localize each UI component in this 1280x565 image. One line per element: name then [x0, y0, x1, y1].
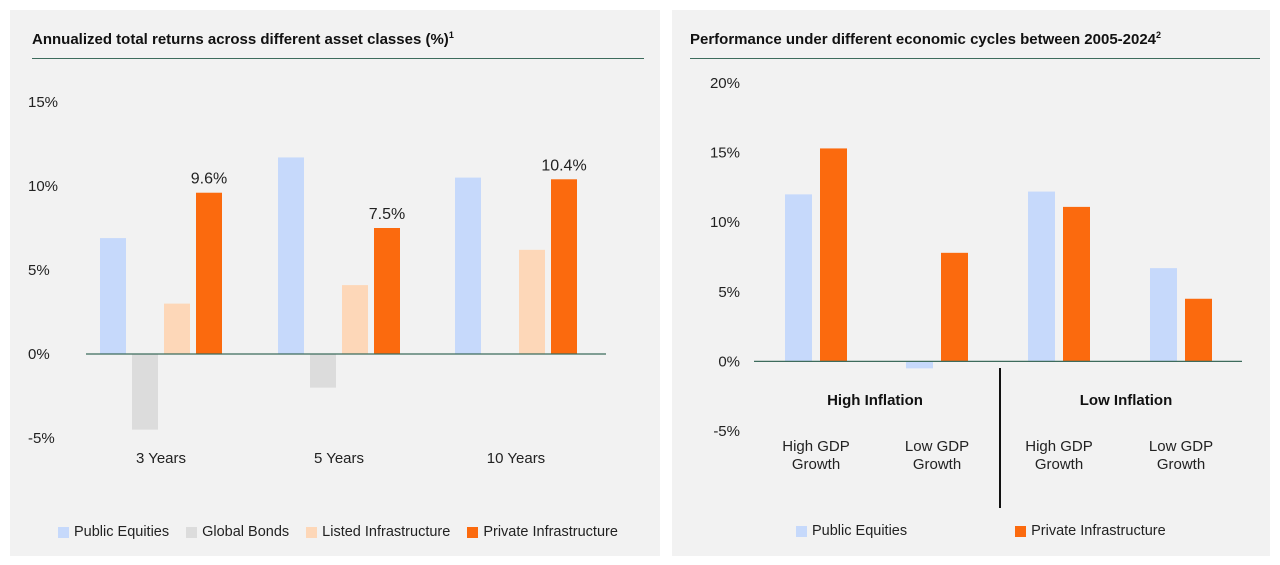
group-label-low-inflation: Low Inflation [1080, 392, 1172, 409]
bar-listed-infrastructure-3-years [164, 303, 190, 354]
legend-label: Public Equities [812, 523, 908, 539]
legend-swatch [186, 526, 198, 538]
category-label: High GDP Growth [782, 438, 850, 473]
legend-label: Private Infrastructure [483, 524, 618, 540]
cycles-chart-title: Performance under different economic cyc… [690, 30, 1162, 48]
bar-listed-infrastructure-5-years [342, 285, 368, 354]
bar-private-infrastructure-5-years [374, 228, 400, 354]
cycles-title-rule [690, 58, 1260, 59]
bar-public-equities-5-years [278, 157, 304, 354]
y-tick-label: 20% [710, 75, 740, 92]
cycles-panel: Performance under different economic cyc… [672, 10, 1270, 556]
bar-listed-infrastructure-10-years [519, 249, 545, 354]
y-tick-label: 15% [28, 94, 58, 111]
data-label: 10.4% [541, 157, 586, 174]
legend-swatch [58, 526, 69, 538]
returns-chart: 15% 10% 5% 0% -5% 9.6% 3 Years 7.5% 5 Years 10.4%… [28, 94, 606, 467]
legend-label: Private Infrastructure [1031, 523, 1166, 539]
category-label: Low GDP Growth [905, 438, 969, 473]
returns-chart-title: Annualized total returns across differen… [32, 30, 454, 48]
cycles-legend: Public Equities Private Infrastructure [796, 523, 1166, 539]
y-tick-label: 5% [718, 284, 740, 301]
legend-swatch [306, 526, 318, 538]
legend-swatch [1015, 525, 1027, 537]
bar-private-infrastructure-3-years [196, 192, 222, 354]
category-label: High GDP Growth [1025, 438, 1093, 473]
category-label: 10 Years [487, 450, 545, 467]
y-tick-label: 10% [28, 178, 58, 195]
legend-swatch [467, 526, 479, 538]
cycles-chart: 20% 15% 10% 5% 0% -5% High GDP Growth Low GDP Gro… [710, 75, 1242, 508]
data-label: 9.6% [191, 171, 227, 188]
y-tick-label: 15% [710, 145, 740, 162]
legend-swatch [796, 525, 807, 537]
category-label: Low GDP Growth [1149, 438, 1213, 473]
returns-legend: Public Equities Global Bonds Listed Infras… [58, 524, 618, 540]
data-label: 7.5% [369, 206, 405, 223]
group-label-high-inflation: High Inflation [827, 392, 923, 409]
bar-public-equities-4 [1150, 268, 1177, 362]
legend-item-global-bonds: Global Bonds [186, 524, 289, 540]
bar-global-bonds-5-years [310, 354, 336, 388]
y-tick-label: -5% [713, 423, 740, 440]
bar-public-equities-3-years [100, 238, 126, 354]
bar-private-infrastructure-4 [1185, 298, 1212, 362]
bar-private-infrastructure-10-years [551, 179, 577, 354]
legend-label: Global Bonds [202, 524, 290, 540]
legend-item-private-infrastructure: Private Infrastructure [1015, 523, 1166, 539]
bar-public-equities-1 [785, 194, 812, 362]
legend-label: Listed Infrastructure [322, 524, 451, 540]
y-tick-label: 10% [710, 214, 740, 231]
returns-title-rule [32, 58, 644, 59]
legend-item-public-equities: Public Equities [58, 524, 169, 540]
legend-item-public-equities: Public Equities [796, 523, 907, 539]
legend-label: Public Equities [74, 524, 170, 540]
returns-panel: Annualized total returns across differen… [10, 10, 660, 556]
bar-public-equities-10-years [455, 177, 481, 354]
y-tick-label: 0% [718, 353, 740, 370]
y-tick-label: 0% [28, 346, 50, 363]
bar-private-infrastructure-2 [941, 252, 968, 362]
legend-item-listed-infrastructure: Listed Infrastructure [306, 524, 450, 540]
category-label: 5 Years [314, 450, 364, 467]
bar-private-infrastructure-3 [1063, 206, 1090, 362]
y-tick-label: -5% [28, 430, 55, 447]
bar-public-equities-2 [906, 361, 933, 369]
legend-item-private-infrastructure: Private Infrastructure [467, 524, 618, 540]
bar-public-equities-3 [1028, 191, 1055, 362]
bar-private-infrastructure-1 [820, 148, 847, 362]
category-label: 3 Years [136, 450, 186, 467]
y-tick-label: 5% [28, 262, 50, 279]
bar-global-bonds-3-years [132, 354, 158, 430]
